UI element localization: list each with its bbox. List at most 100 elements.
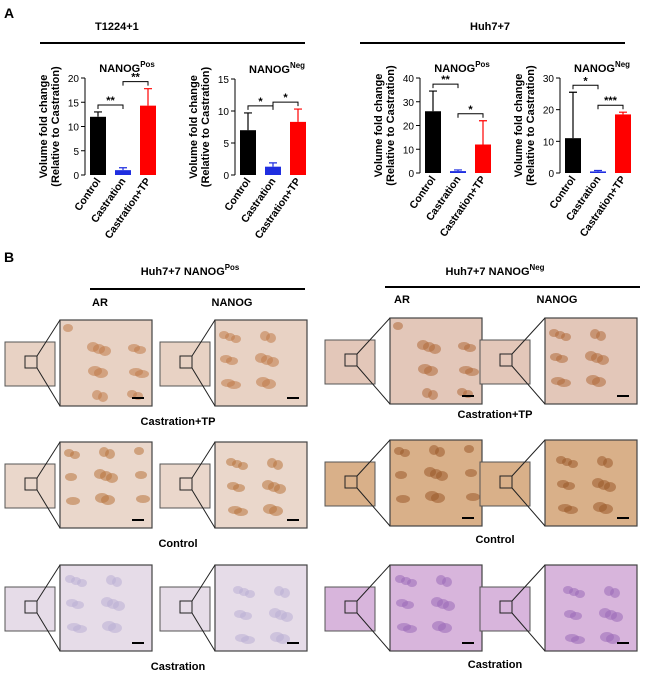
error-bar xyxy=(569,91,577,139)
cell xyxy=(396,599,408,607)
zoom-box xyxy=(24,355,38,369)
cell xyxy=(136,495,150,503)
zoom-box xyxy=(179,355,193,369)
cell xyxy=(135,471,147,479)
y-tick-label: 0 xyxy=(73,171,79,182)
zoom-box xyxy=(499,475,513,489)
zoom-connector xyxy=(356,317,391,405)
cell xyxy=(219,331,229,339)
title: NANOGNeg xyxy=(249,61,305,76)
title-sup: Neg xyxy=(615,60,630,69)
y-tick-label: 40 xyxy=(403,74,415,85)
zoom-box xyxy=(499,353,513,367)
y-tick-label: 5 xyxy=(73,147,79,158)
micrograph-thumbnail xyxy=(4,463,56,509)
y-tick-label: 15 xyxy=(218,75,230,86)
zoom-connector xyxy=(36,564,61,652)
cell xyxy=(274,586,284,596)
cell xyxy=(563,586,573,594)
zoom-box xyxy=(499,600,513,614)
row-label: Castration+TP xyxy=(141,416,216,428)
cell xyxy=(102,621,116,631)
cell xyxy=(260,331,270,341)
y-axis-label: (Relative to Castration) xyxy=(525,65,537,186)
cell xyxy=(422,388,432,398)
title-text: Huh7+7 NANOG xyxy=(446,266,530,278)
cell xyxy=(457,388,467,396)
y-axis-label: (Relative to Castration) xyxy=(200,66,212,187)
error-bar xyxy=(479,120,487,145)
cell xyxy=(393,322,403,330)
cell xyxy=(263,504,277,514)
zoom-box xyxy=(24,477,38,491)
y-axis-label: Volume fold change xyxy=(38,75,50,179)
cell xyxy=(436,575,446,585)
title-text: Huh7+7 NANOG xyxy=(141,266,225,278)
cell xyxy=(88,366,102,376)
micrograph-thumbnail xyxy=(4,586,56,632)
bar xyxy=(90,116,106,175)
cell xyxy=(66,599,78,607)
y-tick-label: 0 xyxy=(223,171,229,182)
title: NANOGNeg xyxy=(574,60,630,75)
cell xyxy=(557,480,569,488)
significance-bracket xyxy=(97,104,124,109)
zoom-connector xyxy=(356,564,391,652)
y-tick-label: 20 xyxy=(68,74,80,85)
bar xyxy=(115,170,131,175)
cell xyxy=(394,447,404,455)
significance-label: ** xyxy=(441,74,450,86)
cell xyxy=(127,390,137,398)
micrograph xyxy=(544,564,638,652)
bar xyxy=(450,171,466,173)
cell xyxy=(395,575,405,583)
cell xyxy=(585,351,597,361)
cell xyxy=(432,621,446,631)
y-axis-label: (Relative to Castration) xyxy=(385,65,397,186)
bar xyxy=(615,114,631,173)
significance-bracket xyxy=(432,83,459,89)
title-text: NANOG xyxy=(574,63,615,75)
column-label: NANOG xyxy=(212,297,253,309)
group-label: T1224+1 xyxy=(95,21,139,33)
row-label: Castration xyxy=(468,659,523,671)
y-tick-label: 30 xyxy=(543,74,555,85)
bar xyxy=(590,171,606,173)
zoom-box xyxy=(344,475,358,489)
cell xyxy=(417,340,429,350)
group-label: Huh7+7 xyxy=(470,21,510,33)
y-tick-label: 30 xyxy=(403,98,415,109)
cell xyxy=(593,502,607,512)
y-axis-label: Volume fold change xyxy=(373,74,385,178)
significance-label: * xyxy=(583,75,588,87)
significance-bracket xyxy=(272,101,299,107)
bar xyxy=(565,138,581,173)
cell xyxy=(425,491,439,501)
error-bar xyxy=(244,112,252,131)
significance-label: * xyxy=(283,92,288,104)
cell xyxy=(95,493,109,503)
y-tick-label: 10 xyxy=(68,123,80,134)
y-axis-label: Volume fold change xyxy=(188,75,200,179)
significance-bracket xyxy=(597,104,624,110)
zoom-connector xyxy=(36,441,61,529)
title: NANOGPos xyxy=(434,60,490,75)
cell xyxy=(429,445,439,455)
error-bar xyxy=(119,167,127,171)
y-tick-label: 15 xyxy=(68,98,80,109)
cell xyxy=(558,504,572,512)
cell xyxy=(556,456,566,464)
cell xyxy=(66,497,80,505)
micrograph-thumbnail xyxy=(159,586,211,632)
cell xyxy=(269,608,281,618)
cell xyxy=(235,634,249,642)
error-bar xyxy=(294,108,302,122)
cell xyxy=(597,456,607,466)
y-tick-label: 10 xyxy=(403,145,415,156)
title-text: NANOG xyxy=(99,63,140,75)
cell xyxy=(586,375,600,385)
cell xyxy=(65,575,75,583)
panel-label: B xyxy=(4,249,14,265)
error-bar xyxy=(144,88,152,106)
